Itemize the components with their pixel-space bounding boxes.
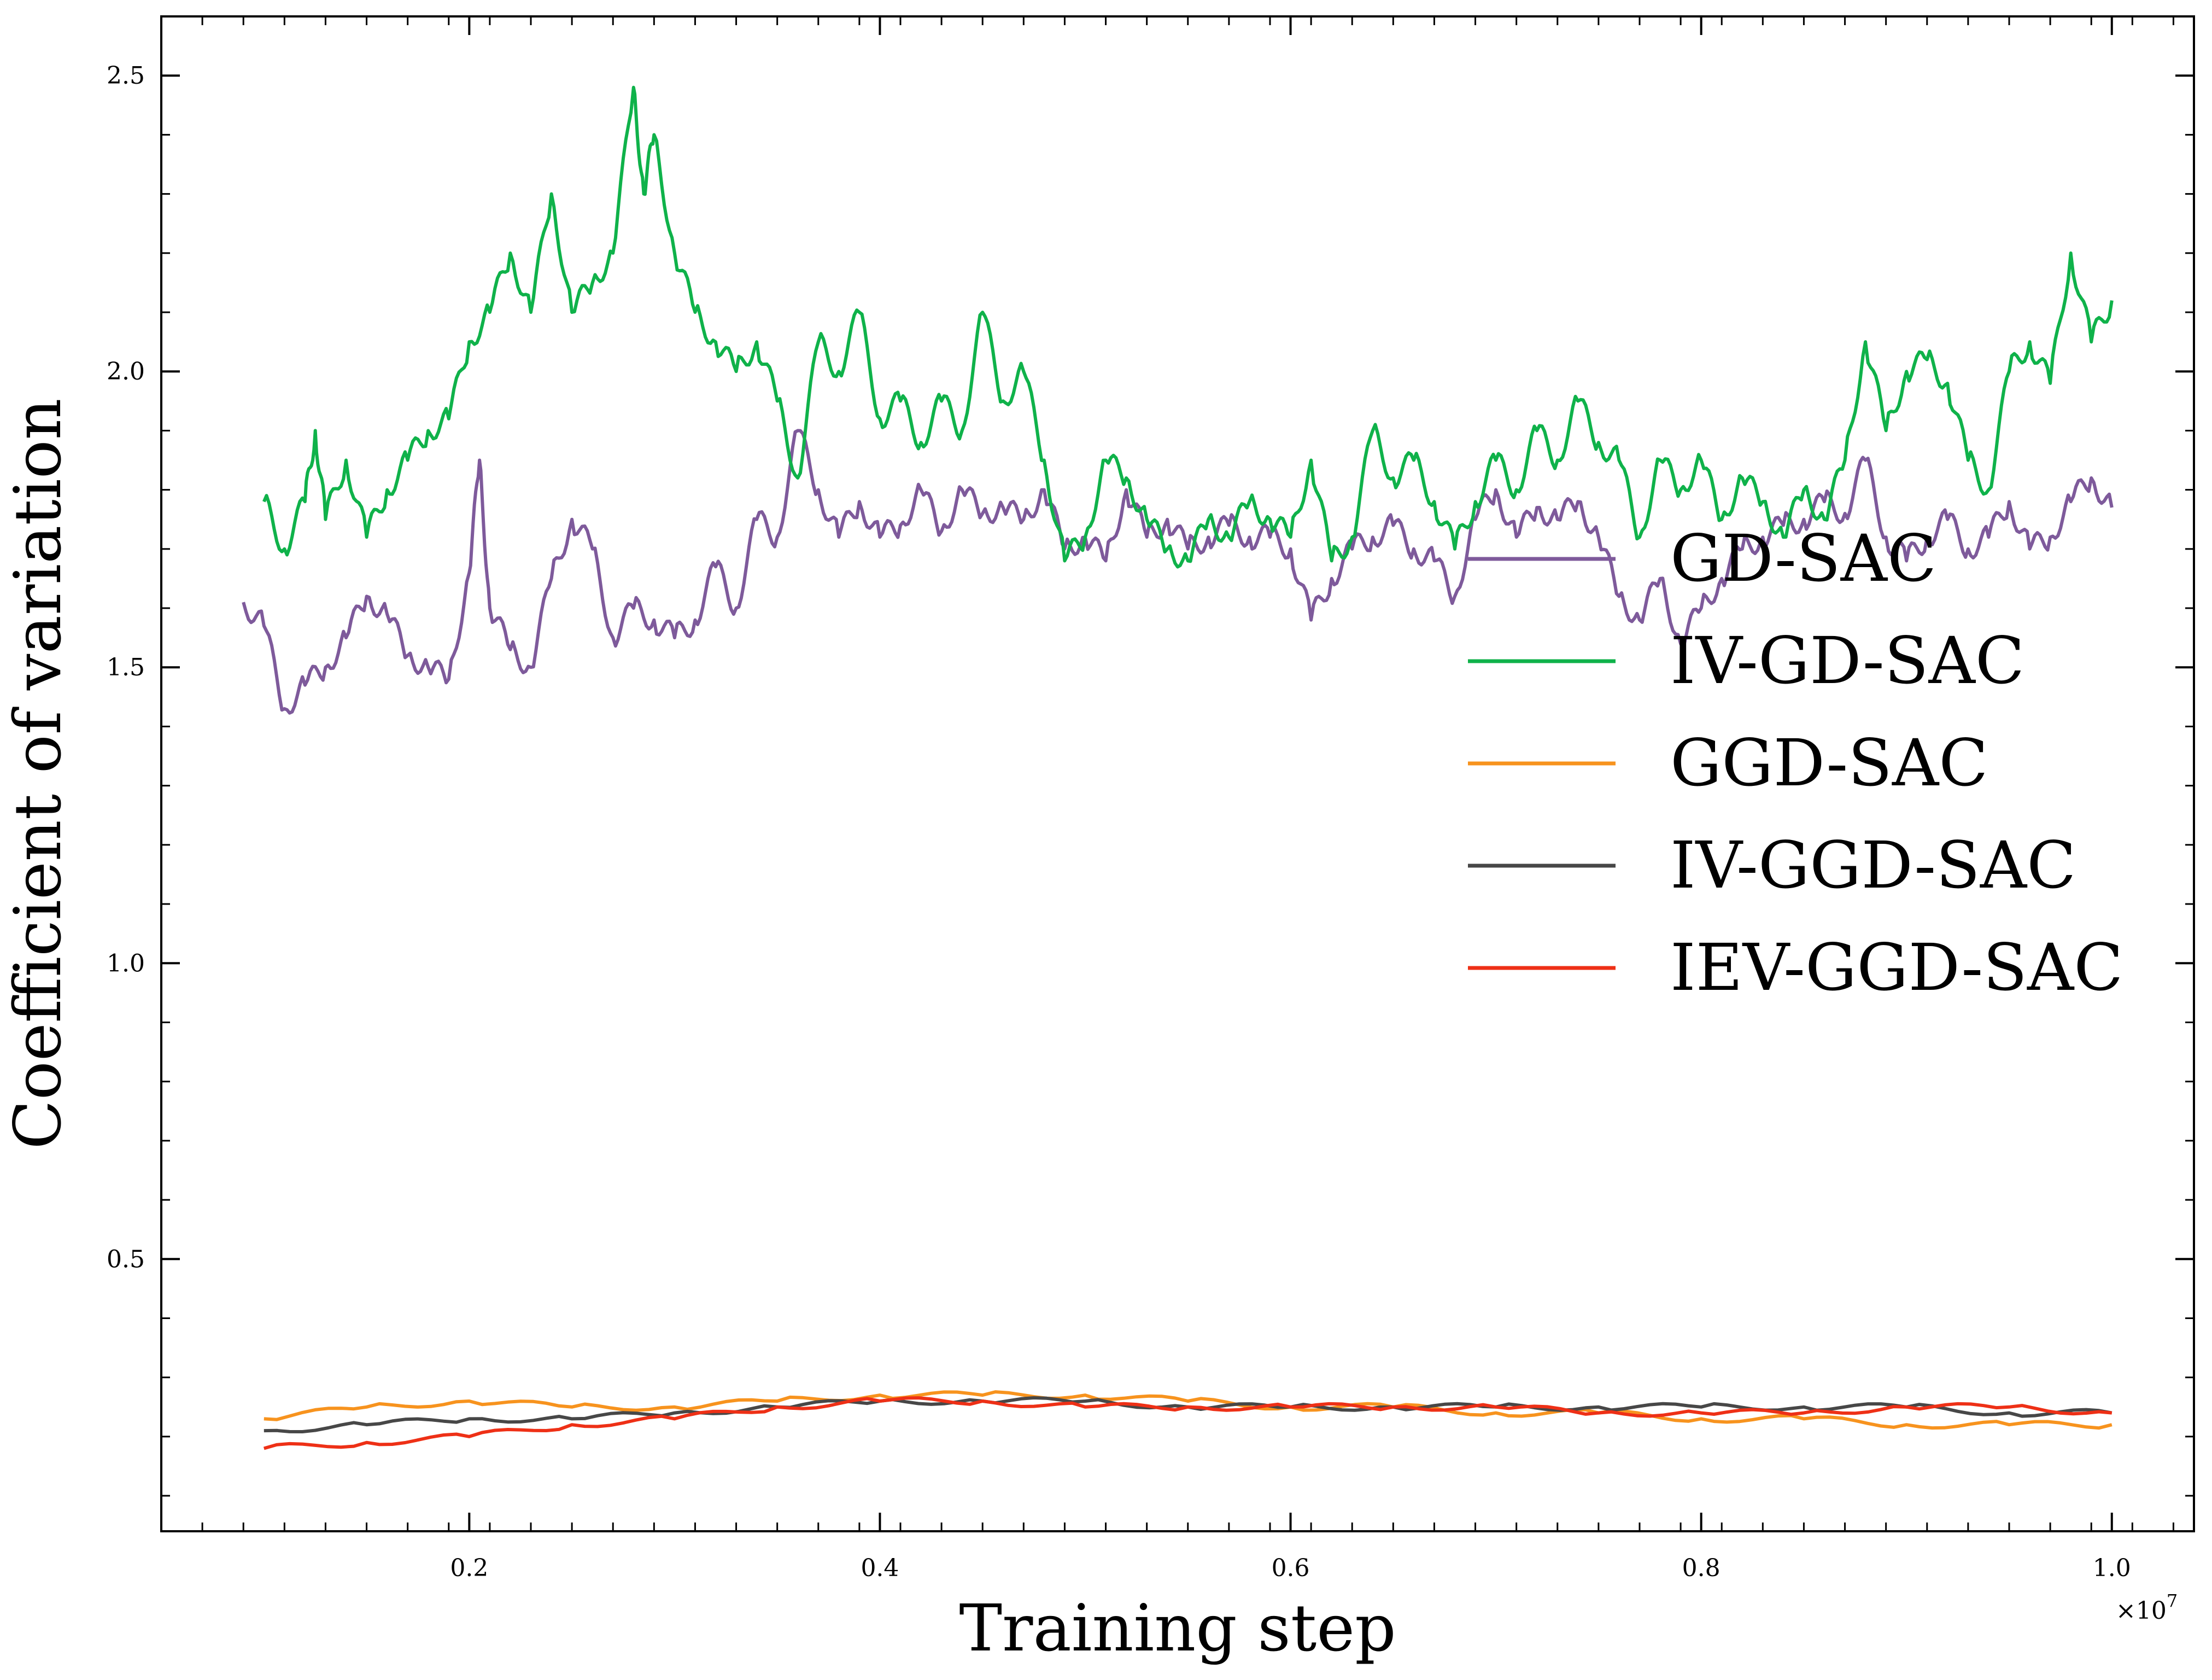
x-tick-label: 0.2 <box>450 1554 488 1582</box>
legend-label: GGD-SAC <box>1670 725 1988 801</box>
series-line-gd-sac <box>242 429 2114 715</box>
y-tick-label: 1.5 <box>107 654 145 681</box>
legend-label: IEV-GGD-SAC <box>1670 930 2123 1005</box>
legend-label: IV-GD-SAC <box>1670 623 2024 698</box>
y-tick-label: 2.5 <box>107 62 145 90</box>
series-line-iev-ggd-sac <box>263 1396 2112 1450</box>
series-line-iv-gd-sac <box>262 85 2114 569</box>
legend-label: GD-SAC <box>1670 521 1936 596</box>
x-tick-label: 0.6 <box>1272 1554 1310 1582</box>
plot-frame <box>160 15 2195 1532</box>
y-tick-label: 2.0 <box>107 358 145 386</box>
y-axis-title: Coefficient of variation <box>0 398 75 1149</box>
x-tick-label: 0.4 <box>861 1554 899 1582</box>
y-tick-label: 1.0 <box>107 949 145 977</box>
series-line-ggd-sac <box>264 1390 2112 1430</box>
legend-label: IV-GGD-SAC <box>1670 827 2076 903</box>
series-layer <box>242 85 2114 1450</box>
x-axis-title: Training step <box>959 1590 1396 1666</box>
x-tick-label: 1.0 <box>2093 1554 2131 1582</box>
x-tick-label: 0.8 <box>1682 1554 1721 1582</box>
ticks-layer: 0.2 0.4 0.6 0.8 1.0 0.5 1.0 1.5 2.0 2.5 <box>107 16 2194 1582</box>
legend: GD-SAC IV-GD-SAC GGD-SAC IV-GGD-SAC IEV-GGD-… <box>1468 521 2123 1005</box>
y-tick-label: 0.5 <box>107 1245 145 1273</box>
